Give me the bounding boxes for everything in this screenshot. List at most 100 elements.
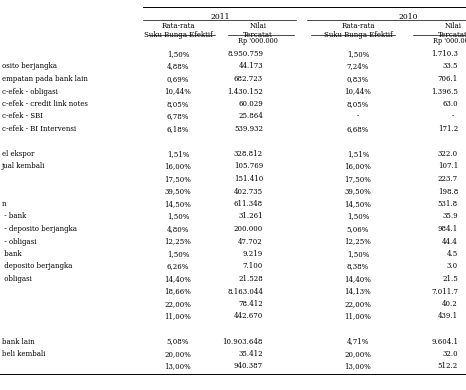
Text: 21.528: 21.528 (238, 275, 263, 283)
Text: -: - (452, 112, 454, 121)
Text: 16,00%: 16,00% (344, 163, 371, 170)
Text: 14,50%: 14,50% (164, 200, 192, 208)
Text: 4,80%: 4,80% (167, 225, 189, 233)
Text: 12,25%: 12,25% (164, 238, 192, 245)
Text: 39,50%: 39,50% (164, 188, 192, 195)
Text: 8,05%: 8,05% (167, 100, 189, 108)
Text: 78.412: 78.412 (238, 300, 263, 308)
Text: -: - (357, 112, 359, 121)
Text: empatan pada bank lain: empatan pada bank lain (2, 75, 88, 83)
Text: 6,18%: 6,18% (167, 125, 189, 133)
Text: 1,51%: 1,51% (347, 150, 369, 158)
Text: 4.5: 4.5 (447, 250, 458, 258)
Text: beli kembali: beli kembali (2, 350, 45, 358)
Text: 31.261: 31.261 (239, 213, 263, 220)
Text: 8.163.044: 8.163.044 (227, 287, 263, 296)
Text: 223.7: 223.7 (438, 175, 458, 183)
Text: 151.410: 151.410 (234, 175, 263, 183)
Text: 16,00%: 16,00% (164, 163, 192, 170)
Text: 18,66%: 18,66% (164, 287, 192, 296)
Text: 6,26%: 6,26% (167, 262, 189, 271)
Text: 200.000: 200.000 (234, 225, 263, 233)
Text: 22,00%: 22,00% (164, 300, 192, 308)
Text: 63.0: 63.0 (442, 100, 458, 108)
Text: 11,00%: 11,00% (164, 312, 192, 321)
Text: 402.735: 402.735 (234, 188, 263, 195)
Text: 6,68%: 6,68% (347, 125, 369, 133)
Text: 10,44%: 10,44% (164, 87, 192, 96)
Text: 9.604.1: 9.604.1 (431, 337, 458, 346)
Text: 32.0: 32.0 (442, 350, 458, 358)
Text: 1,50%: 1,50% (167, 250, 189, 258)
Text: 39,50%: 39,50% (345, 188, 371, 195)
Text: - deposito berjangka: - deposito berjangka (2, 225, 77, 233)
Text: 105.769: 105.769 (234, 163, 263, 170)
Text: 8,05%: 8,05% (347, 100, 369, 108)
Text: 512.2: 512.2 (438, 362, 458, 370)
Text: 14,40%: 14,40% (344, 275, 371, 283)
Text: n: n (2, 200, 7, 208)
Text: 9.219: 9.219 (243, 250, 263, 258)
Text: 35.412: 35.412 (239, 350, 263, 358)
Text: 442.670: 442.670 (234, 312, 263, 321)
Text: deposito berjangka: deposito berjangka (2, 262, 72, 271)
Text: 171.2: 171.2 (438, 125, 458, 133)
Text: 2011: 2011 (211, 13, 230, 21)
Text: 3.0: 3.0 (447, 262, 458, 271)
Text: 5,08%: 5,08% (167, 337, 189, 346)
Text: Nilai
Tercatat: Nilai Tercatat (243, 22, 273, 39)
Text: 8,38%: 8,38% (347, 262, 369, 271)
Text: 35.9: 35.9 (442, 213, 458, 220)
Text: 33.5: 33.5 (443, 62, 458, 71)
Text: 4,71%: 4,71% (347, 337, 369, 346)
Text: 1.710.3: 1.710.3 (431, 50, 458, 58)
Text: 25.864: 25.864 (238, 112, 263, 121)
Text: 7.011.7: 7.011.7 (431, 287, 458, 296)
Text: 21.5: 21.5 (442, 275, 458, 283)
Text: 611.348: 611.348 (234, 200, 263, 208)
Text: 6,78%: 6,78% (167, 112, 189, 121)
Text: 17,50%: 17,50% (344, 175, 371, 183)
Text: bank lain: bank lain (2, 337, 35, 346)
Text: 14,40%: 14,40% (164, 275, 192, 283)
Text: 7,24%: 7,24% (347, 62, 369, 71)
Text: jual kembali: jual kembali (2, 163, 45, 170)
Text: 198.8: 198.8 (438, 188, 458, 195)
Text: Nilai
Tercatat: Nilai Tercatat (438, 22, 466, 39)
Text: 0,83%: 0,83% (347, 75, 369, 83)
Text: osito berjangka: osito berjangka (2, 62, 57, 71)
Text: 1,50%: 1,50% (347, 250, 369, 258)
Text: 10,44%: 10,44% (344, 87, 371, 96)
Text: 17,50%: 17,50% (164, 175, 192, 183)
Text: 1.430.152: 1.430.152 (227, 87, 263, 96)
Text: Rata-rata
Suku Bunga Efektif: Rata-rata Suku Bunga Efektif (144, 22, 212, 39)
Text: 1,51%: 1,51% (167, 150, 189, 158)
Text: 7.100: 7.100 (243, 262, 263, 271)
Text: Rp '000.000: Rp '000.000 (238, 37, 278, 45)
Text: obligasi: obligasi (2, 275, 32, 283)
Text: 22,00%: 22,00% (344, 300, 371, 308)
Text: 12,25%: 12,25% (344, 238, 371, 245)
Text: 328.812: 328.812 (234, 150, 263, 158)
Text: 20,00%: 20,00% (344, 350, 371, 358)
Text: 14,13%: 14,13% (345, 287, 371, 296)
Text: 531.8: 531.8 (438, 200, 458, 208)
Text: Rata-rata
Suku Bunga Efektif: Rata-rata Suku Bunga Efektif (323, 22, 392, 39)
Text: 539.932: 539.932 (234, 125, 263, 133)
Text: el ekspor: el ekspor (2, 150, 34, 158)
Text: bank: bank (2, 250, 21, 258)
Text: 13,00%: 13,00% (345, 362, 371, 370)
Text: 44.173: 44.173 (239, 62, 263, 71)
Text: c-efek - credit link notes: c-efek - credit link notes (2, 100, 88, 108)
Text: 4,88%: 4,88% (167, 62, 189, 71)
Text: 1.396.5: 1.396.5 (431, 87, 458, 96)
Text: 60.029: 60.029 (238, 100, 263, 108)
Text: 1,50%: 1,50% (167, 50, 189, 58)
Text: 439.1: 439.1 (438, 312, 458, 321)
Text: 940.387: 940.387 (234, 362, 263, 370)
Text: 1,50%: 1,50% (167, 213, 189, 220)
Text: 984.1: 984.1 (438, 225, 458, 233)
Text: 107.1: 107.1 (438, 163, 458, 170)
Text: 13,00%: 13,00% (164, 362, 192, 370)
Text: 10.903.648: 10.903.648 (223, 337, 263, 346)
